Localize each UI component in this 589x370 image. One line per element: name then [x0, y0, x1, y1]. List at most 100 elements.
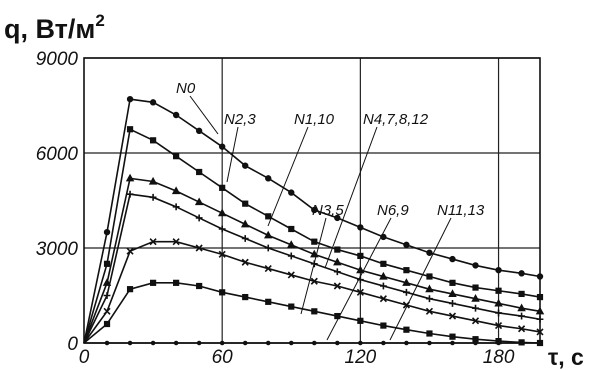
x-tick-label: 180	[483, 347, 515, 368]
data-point	[195, 127, 203, 135]
data-point	[358, 340, 363, 346]
x-tick-label: 0	[79, 347, 90, 368]
data-point	[172, 111, 180, 119]
data-point	[357, 252, 364, 260]
data-point	[537, 340, 543, 346]
series-2	[83, 126, 544, 344]
series-label: N2,3	[224, 111, 256, 128]
data-point	[103, 260, 111, 267]
data-point	[196, 340, 202, 346]
data-point	[356, 288, 364, 296]
data-point	[242, 340, 248, 346]
data-point	[402, 278, 411, 286]
data-point	[425, 307, 434, 315]
data-point	[287, 271, 295, 279]
data-point	[335, 340, 340, 346]
data-point	[426, 330, 433, 337]
series-label-leader	[324, 126, 378, 269]
data-point	[403, 241, 410, 249]
data-point	[264, 244, 272, 252]
data-point	[265, 298, 272, 305]
data-point	[265, 175, 272, 182]
data-point	[357, 317, 364, 324]
data-point	[149, 99, 157, 106]
data-point	[218, 225, 226, 233]
data-point	[379, 295, 387, 303]
data-point	[379, 271, 388, 280]
y-tick-label: 9000	[36, 49, 79, 70]
data-point	[102, 278, 112, 286]
data-point	[333, 268, 341, 276]
data-point	[379, 282, 387, 290]
data-point	[125, 173, 135, 182]
series-label-leader	[226, 126, 239, 183]
series-line	[83, 98, 541, 344]
data-point	[149, 238, 157, 246]
y-axis-title: q, Вт/м2	[4, 11, 105, 44]
data-point	[517, 303, 526, 312]
data-point	[126, 247, 134, 255]
data-point	[240, 219, 250, 228]
data-point	[357, 224, 364, 231]
data-point	[536, 293, 544, 301]
data-point	[149, 193, 157, 201]
data-point	[288, 303, 295, 310]
data-point	[334, 246, 341, 253]
series-label: N4,7,8,12	[363, 111, 429, 128]
data-point	[171, 186, 181, 195]
data-point	[242, 200, 249, 207]
data-point	[265, 213, 272, 220]
data-point	[126, 190, 134, 198]
series-label: N6,9	[377, 202, 409, 219]
data-point	[219, 289, 226, 296]
y-tick-label: 3000	[36, 239, 79, 260]
y-axis-title-text: q, Вт/м	[4, 14, 95, 44]
data-point	[172, 238, 180, 246]
data-point	[450, 340, 455, 346]
data-point	[310, 277, 318, 285]
series-lines	[83, 95, 545, 347]
data-point	[311, 308, 318, 315]
data-point	[381, 340, 386, 346]
data-point	[149, 137, 157, 144]
series-5	[83, 238, 544, 344]
data-point	[472, 304, 479, 312]
y-axis-title-superscript: 2	[95, 11, 104, 30]
data-point	[449, 255, 456, 263]
data-point	[127, 340, 133, 346]
data-point	[287, 252, 295, 260]
data-point	[494, 322, 503, 330]
series-7	[84, 340, 543, 346]
data-point	[150, 340, 156, 346]
data-point	[263, 230, 273, 239]
data-point	[126, 286, 134, 293]
data-point	[536, 315, 544, 323]
data-point	[471, 294, 480, 302]
data-point	[448, 289, 457, 298]
data-point	[495, 287, 502, 294]
data-point	[403, 288, 410, 296]
data-point	[148, 176, 158, 185]
data-point	[288, 340, 294, 346]
data-point	[196, 282, 203, 290]
data-point	[288, 189, 295, 196]
data-point	[425, 284, 434, 293]
data-point	[380, 260, 387, 267]
data-point	[173, 340, 179, 346]
data-point	[471, 317, 480, 325]
series-label-leader	[389, 217, 452, 341]
x-tick-label: 120	[345, 347, 377, 368]
data-point	[195, 214, 203, 222]
data-point	[472, 262, 479, 269]
data-point	[356, 265, 365, 274]
data-point	[449, 333, 456, 340]
data-point	[496, 340, 501, 346]
data-point	[218, 143, 226, 150]
data-point	[126, 126, 134, 133]
data-point	[103, 320, 111, 328]
data-point	[333, 282, 341, 290]
x-tick-label: 60	[212, 347, 234, 368]
series-label: N0	[176, 80, 196, 97]
series-label-leader	[267, 126, 309, 227]
